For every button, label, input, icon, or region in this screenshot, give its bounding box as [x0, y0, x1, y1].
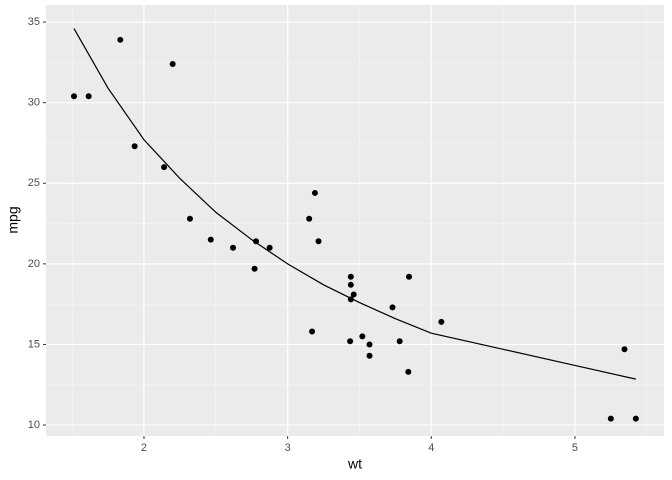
point — [207, 236, 214, 243]
panel-background — [46, 5, 664, 436]
y-tick-label: 15 — [28, 338, 40, 350]
y-axis-title: mpg — [5, 206, 21, 233]
point — [347, 273, 354, 280]
y-tick-label: 35 — [28, 16, 40, 28]
point — [632, 415, 639, 422]
point — [251, 265, 258, 272]
point — [621, 346, 628, 353]
point — [230, 244, 237, 251]
point — [366, 341, 373, 348]
point — [405, 368, 412, 375]
point — [71, 93, 78, 100]
x-tick-label: 3 — [285, 442, 291, 454]
x-tick-label: 2 — [141, 442, 147, 454]
x-tick-label: 4 — [428, 442, 434, 454]
point — [406, 273, 413, 280]
x-tick-label: 5 — [572, 442, 578, 454]
y-tick-label: 25 — [28, 177, 40, 189]
x-axis-title: wt — [347, 456, 362, 472]
y-tick-label: 10 — [28, 419, 40, 431]
point — [347, 338, 354, 345]
point — [389, 304, 396, 311]
point — [161, 164, 168, 171]
point — [315, 238, 322, 245]
point — [253, 238, 260, 245]
point — [438, 318, 445, 325]
point — [366, 352, 373, 359]
point — [396, 338, 403, 345]
point — [117, 36, 124, 43]
y-tick-label: 30 — [28, 97, 40, 109]
point — [311, 189, 318, 196]
point — [347, 281, 354, 288]
y-tick-label: 20 — [28, 258, 40, 270]
point — [359, 333, 366, 340]
point — [169, 60, 176, 67]
point — [607, 415, 614, 422]
fit-line — [73, 28, 636, 380]
point — [309, 328, 316, 335]
point — [266, 244, 273, 251]
point — [85, 93, 92, 100]
point — [131, 143, 138, 150]
point — [186, 215, 193, 222]
point — [350, 291, 357, 298]
point — [306, 215, 313, 222]
